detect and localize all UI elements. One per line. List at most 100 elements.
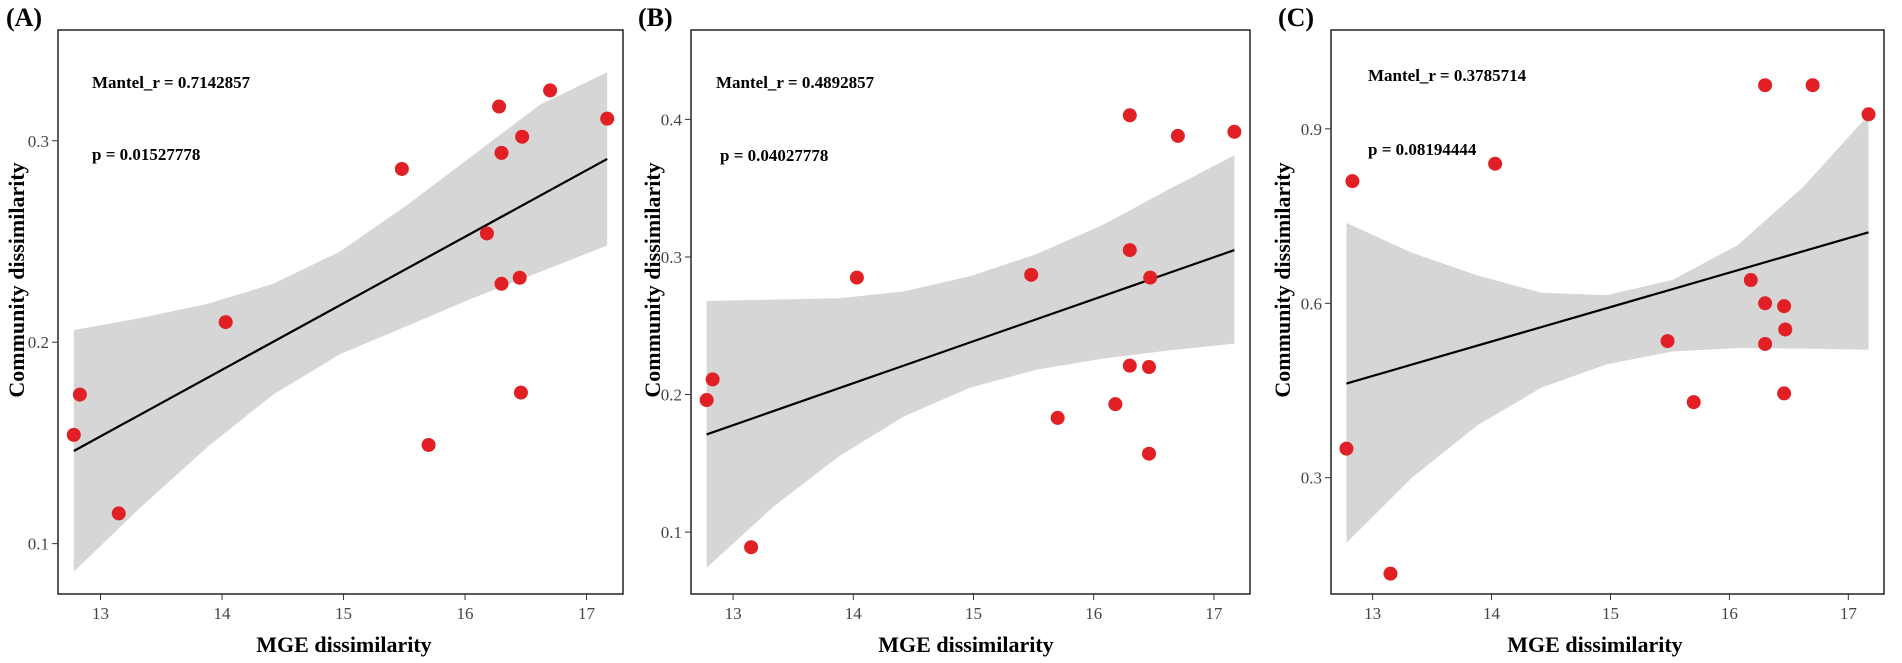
- panel-a-p-value: p = 0.01527778: [92, 145, 200, 164]
- panel-c-data-point: [1777, 299, 1792, 314]
- panel-a-data-point: [494, 276, 509, 291]
- panel-a-y-tick-label: 0.2: [28, 333, 49, 352]
- panel-a-y-axis-title: Community dissimilarity: [4, 162, 29, 397]
- panel-b-confidence-band: [706, 155, 1235, 568]
- panel-c-mantel-r: Mantel_r = 0.3785714: [1368, 66, 1527, 85]
- panel-a-data-point: [394, 161, 409, 176]
- panel-b-y-tick-label: 0.3: [661, 248, 682, 267]
- panel-b-mantel-r: Mantel_r = 0.4892857: [716, 73, 875, 92]
- panel-a-y-tick-label: 0.1: [28, 535, 49, 554]
- panel-b-x-tick-label: 17: [1205, 604, 1223, 623]
- panel-b-band-layer: [706, 155, 1235, 568]
- panel-b-data-point: [1142, 360, 1157, 375]
- panel-b-y-tick-label: 0.2: [661, 386, 682, 405]
- panel-a-data-point: [479, 226, 494, 241]
- panel-c-data-point: [1758, 78, 1773, 93]
- panel-c-data-point: [1805, 78, 1820, 93]
- panel-c-x-tick-label: 14: [1483, 604, 1501, 623]
- panel-b-data-point: [1108, 397, 1123, 412]
- panel-b-data-point: [1227, 124, 1242, 139]
- panel-c-data-point: [1345, 174, 1360, 189]
- panel-b-data-point: [744, 540, 759, 555]
- panel-b-data-point: [1170, 128, 1185, 143]
- panel-c-label: (C): [1278, 3, 1314, 32]
- panel-b-points-layer: [699, 108, 1242, 555]
- panel-b-data-point: [1024, 267, 1039, 282]
- panel-a-y-tick-label: 0.3: [28, 132, 49, 151]
- panel-b-data-point: [1122, 243, 1137, 258]
- panel-a-fit-layer: [73, 157, 608, 452]
- panel-c-confidence-band: [1346, 114, 1869, 543]
- panel-b-data-point: [1143, 270, 1158, 285]
- panel-b-x-tick-label: 13: [725, 604, 742, 623]
- panel-a-label: (A): [6, 3, 42, 32]
- panel-a-data-point: [218, 315, 233, 330]
- panel-c: (C) 13 14 15 16 17 0.3 0.6 0.9 Mantel_r = 0.37…: [1270, 3, 1885, 657]
- panel-b: (B) 13 14 15 16 17 0.1 0.2 0.3 0.4 Mantel_r = 0…: [638, 3, 1251, 657]
- panel-c-regression-line: [1346, 231, 1869, 385]
- panel-b-data-point: [849, 270, 864, 285]
- panel-c-data-point: [1383, 566, 1398, 581]
- panel-a-x-tick-label: 15: [335, 604, 352, 623]
- panel-a-data-point: [543, 83, 558, 98]
- panel-c-plot-frame: [1330, 29, 1885, 595]
- panel-c-y-tick-label: 0.3: [1301, 469, 1322, 488]
- panel-b-data-point: [1122, 108, 1137, 123]
- panel-c-xticks-layer: 13 14 15 16 17: [1364, 594, 1857, 623]
- panel-a-plot-frame: [57, 29, 624, 595]
- panel-a-points-layer: [66, 83, 615, 521]
- panel-b-y-axis-title: Community dissimilarity: [640, 162, 665, 397]
- panel-b-y-tick-label: 0.4: [661, 110, 683, 129]
- panel-c-data-point: [1777, 386, 1792, 401]
- panel-a-data-point: [600, 111, 615, 126]
- panel-a-x-tick-label: 17: [578, 604, 596, 623]
- panel-a: (A) 13 14 15 16 17 0.1 0.2 0.3 Mantel_r = 0.71…: [4, 3, 624, 657]
- panel-b-y-tick-label: 0.1: [661, 523, 682, 542]
- panel-a-data-point: [72, 387, 87, 402]
- panel-c-data-point: [1758, 296, 1773, 311]
- panel-b-x-axis-title: MGE dissimilarity: [878, 632, 1053, 657]
- panel-b-data-point: [1050, 410, 1065, 425]
- panel-b-x-tick-label: 16: [1085, 604, 1102, 623]
- panel-b-yticks-layer: 0.1 0.2 0.3 0.4: [661, 110, 691, 542]
- panel-c-y-tick-label: 0.9: [1301, 120, 1322, 139]
- panel-c-x-tick-label: 13: [1364, 604, 1381, 623]
- panel-c-band-layer: [1346, 114, 1869, 543]
- panel-a-x-tick-label: 14: [214, 604, 232, 623]
- panel-c-data-point: [1778, 322, 1793, 337]
- panel-c-fit-layer: [1346, 231, 1869, 385]
- panel-a-data-point: [66, 427, 81, 442]
- panel-b-x-tick-label: 14: [845, 604, 863, 623]
- panel-a-confidence-band: [73, 72, 608, 572]
- panel-c-data-point: [1861, 107, 1876, 122]
- panel-c-x-tick-label: 17: [1840, 604, 1858, 623]
- panel-a-mantel-r: Mantel_r = 0.7142857: [92, 73, 251, 92]
- panel-a-regression-line: [73, 157, 608, 452]
- panel-a-yticks-layer: 0.1 0.2 0.3: [28, 132, 58, 554]
- panel-c-x-axis-title: MGE dissimilarity: [1507, 632, 1682, 657]
- panel-a-data-point: [512, 270, 527, 285]
- panel-c-data-point: [1758, 336, 1773, 351]
- panel-a-band-layer: [73, 72, 608, 572]
- panel-c-p-value: p = 0.08194444: [1368, 140, 1477, 159]
- panel-b-data-point: [1122, 358, 1137, 373]
- panel-c-points-layer: [1339, 78, 1876, 581]
- panel-b-x-tick-label: 15: [965, 604, 982, 623]
- panel-c-y-tick-label: 0.6: [1301, 294, 1322, 313]
- panel-a-xticks-layer: 13 14 15 16 17: [92, 594, 596, 623]
- panel-a-data-point: [513, 385, 528, 400]
- panel-c-y-axis-title: Community dissimilarity: [1270, 162, 1295, 397]
- panel-c-data-point: [1488, 156, 1503, 171]
- panel-a-data-point: [421, 437, 436, 452]
- panel-a-x-tick-label: 13: [92, 604, 109, 623]
- panel-c-data-point: [1743, 273, 1758, 288]
- panel-b-p-value: p = 0.04027778: [720, 146, 828, 165]
- panel-c-x-tick-label: 16: [1721, 604, 1738, 623]
- panel-c-x-tick-label: 15: [1602, 604, 1619, 623]
- panel-a-data-point: [494, 145, 509, 160]
- panel-a-x-tick-label: 16: [457, 604, 474, 623]
- panel-a-x-axis-title: MGE dissimilarity: [256, 632, 431, 657]
- panel-c-yticks-layer: 0.3 0.6 0.9: [1301, 120, 1331, 488]
- panel-b-data-point: [699, 393, 714, 408]
